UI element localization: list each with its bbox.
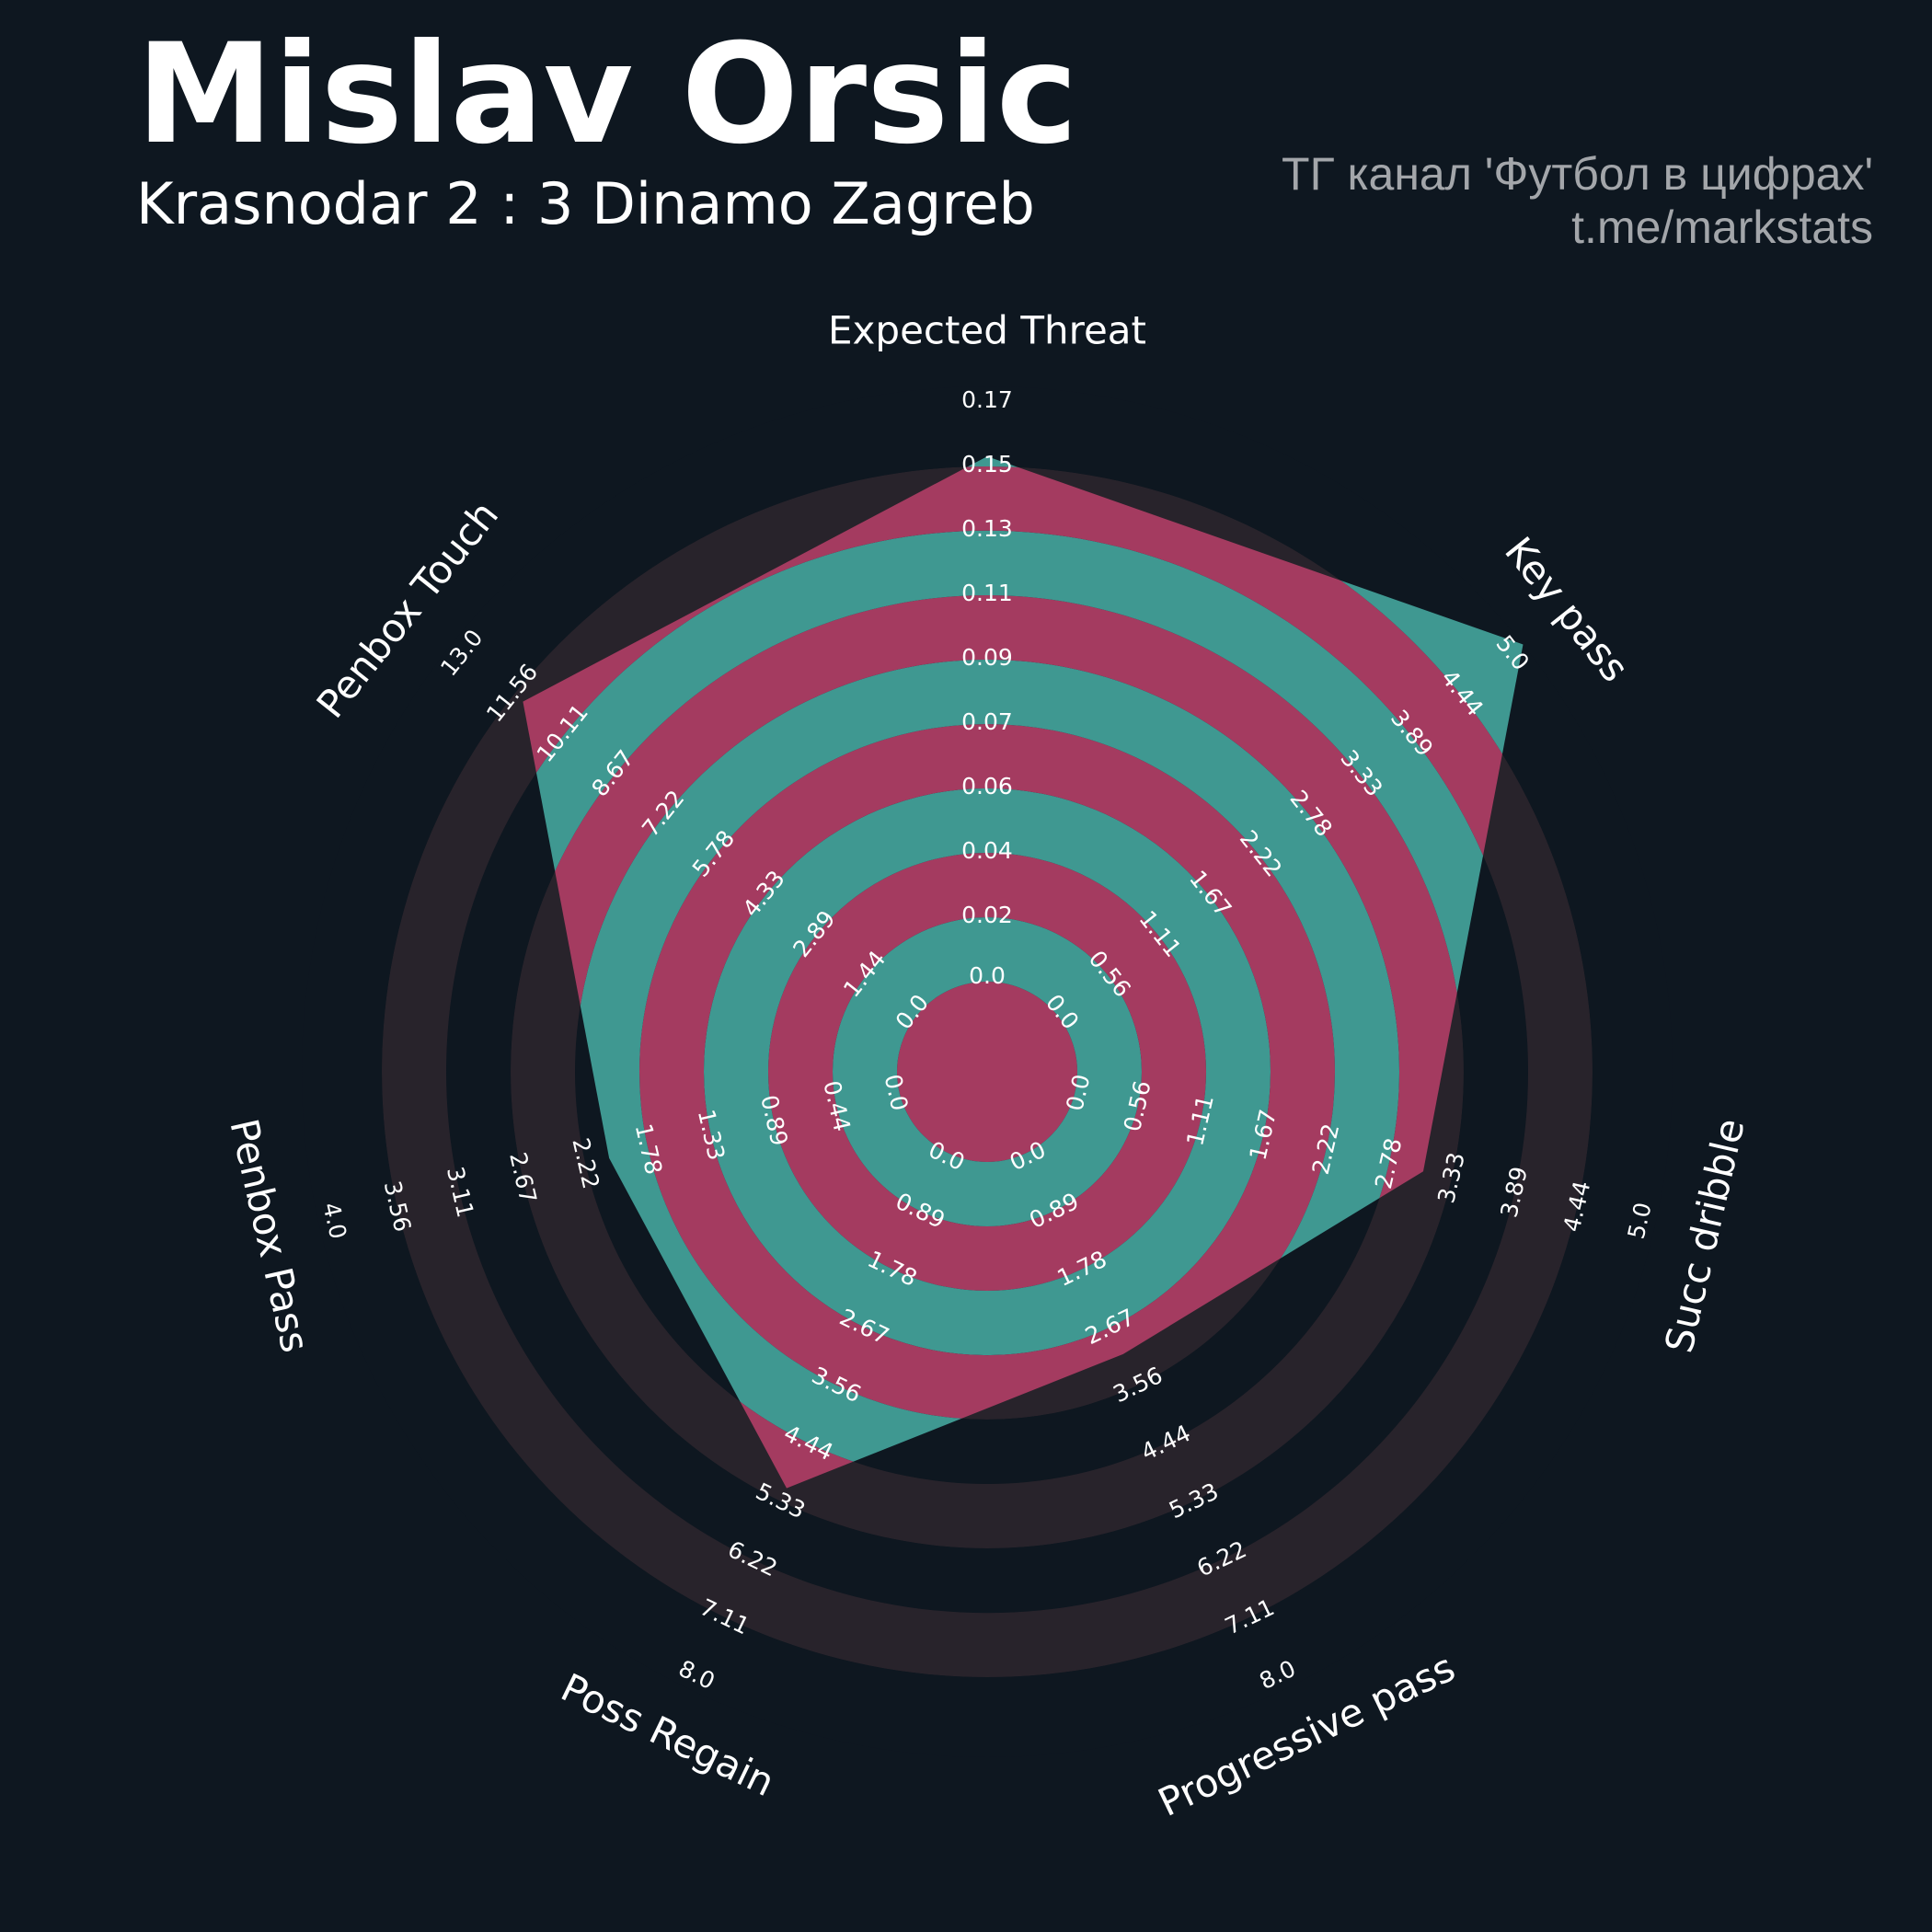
tick-label: 0.09 <box>961 644 1013 671</box>
value-ring <box>897 982 1077 1162</box>
radar-value-bands <box>523 456 1524 1489</box>
tick-label: 0.0 <box>969 962 1006 989</box>
axis-label: Succ dribble <box>1656 1114 1753 1357</box>
value-ring <box>833 917 1142 1226</box>
tick-label: 0.06 <box>961 773 1013 799</box>
tick-label: 0.04 <box>961 837 1013 864</box>
credit-channel: ТГ канал 'Футбол в цифрах' <box>1282 148 1873 200</box>
tick-label: 0.17 <box>961 386 1013 413</box>
tick-label: 0.13 <box>961 515 1013 542</box>
value-ring <box>768 853 1206 1291</box>
tick-label: 0.11 <box>961 580 1013 606</box>
tick-label: 0.15 <box>961 451 1013 477</box>
tick-label: 0.07 <box>961 708 1013 735</box>
credit-block: ТГ канал 'Футбол в цифрах' t.me/markstat… <box>1282 147 1873 254</box>
axis-label: Expected Threat <box>828 308 1146 353</box>
axis-label: Penbox Pass <box>221 1115 317 1357</box>
chart-title: Mislav Orsic <box>136 15 1078 175</box>
match-subtitle: Krasnodar 2 : 3 Dinamo Zagreb <box>136 170 1035 237</box>
tick-label: 0.02 <box>961 902 1013 928</box>
credit-link: t.me/markstats <box>1571 201 1873 253</box>
